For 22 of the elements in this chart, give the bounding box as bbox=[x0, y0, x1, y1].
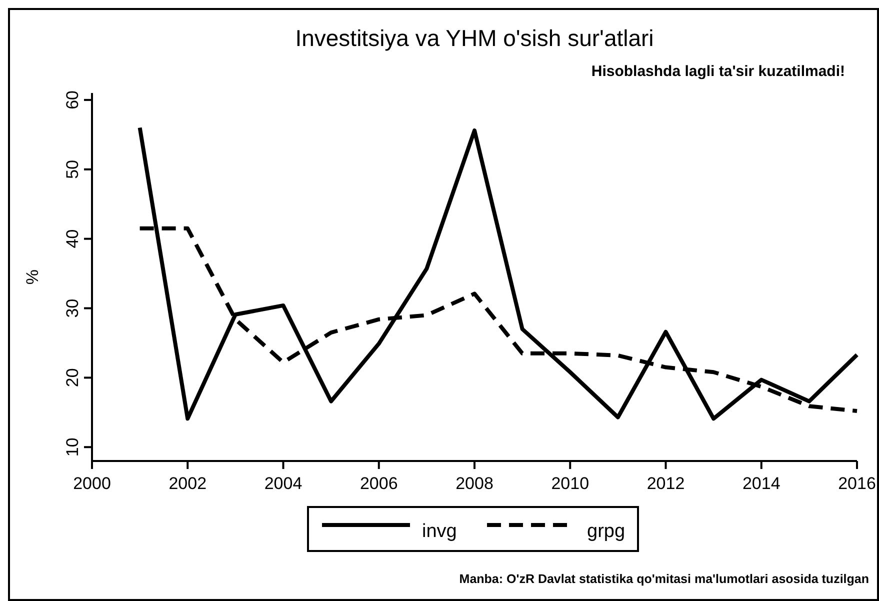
legend-label: grpg bbox=[587, 521, 626, 542]
y-axis-title: % bbox=[23, 269, 42, 285]
text: Manba: O'zR Davlat statistika qo'mitasi ma'lumotlari asosida tuzilgan bbox=[459, 572, 869, 586]
x-tick-label: 2006 bbox=[360, 474, 398, 493]
line-series bbox=[138, 126, 859, 421]
x-tick-label: 2012 bbox=[646, 474, 685, 493]
x-tick-label: 2002 bbox=[168, 474, 207, 493]
x-tick-label: 2000 bbox=[73, 474, 111, 493]
x-tick-label: 2010 bbox=[551, 474, 590, 493]
y-tick-label: 60 bbox=[63, 90, 82, 110]
y-tick-label: 30 bbox=[63, 298, 82, 318]
y-tick-label: 40 bbox=[63, 229, 82, 248]
x-tick-label: 2016 bbox=[838, 474, 876, 493]
y-tick-label: 20 bbox=[63, 368, 82, 388]
y-tick-label: 50 bbox=[63, 160, 82, 179]
x-tick-label: 2014 bbox=[742, 474, 780, 493]
x-tick-label: 2004 bbox=[264, 474, 302, 493]
chart-subtitle: Hisoblashda lagli ta'sir kuzatilmadi! bbox=[591, 63, 845, 80]
x-tick-label: 2008 bbox=[456, 474, 494, 493]
legend-label: invg bbox=[422, 521, 457, 542]
chart-title: Investitsiya va YHM o'sish sur'atlari bbox=[295, 25, 654, 51]
y-tick-label: 10 bbox=[63, 438, 82, 457]
